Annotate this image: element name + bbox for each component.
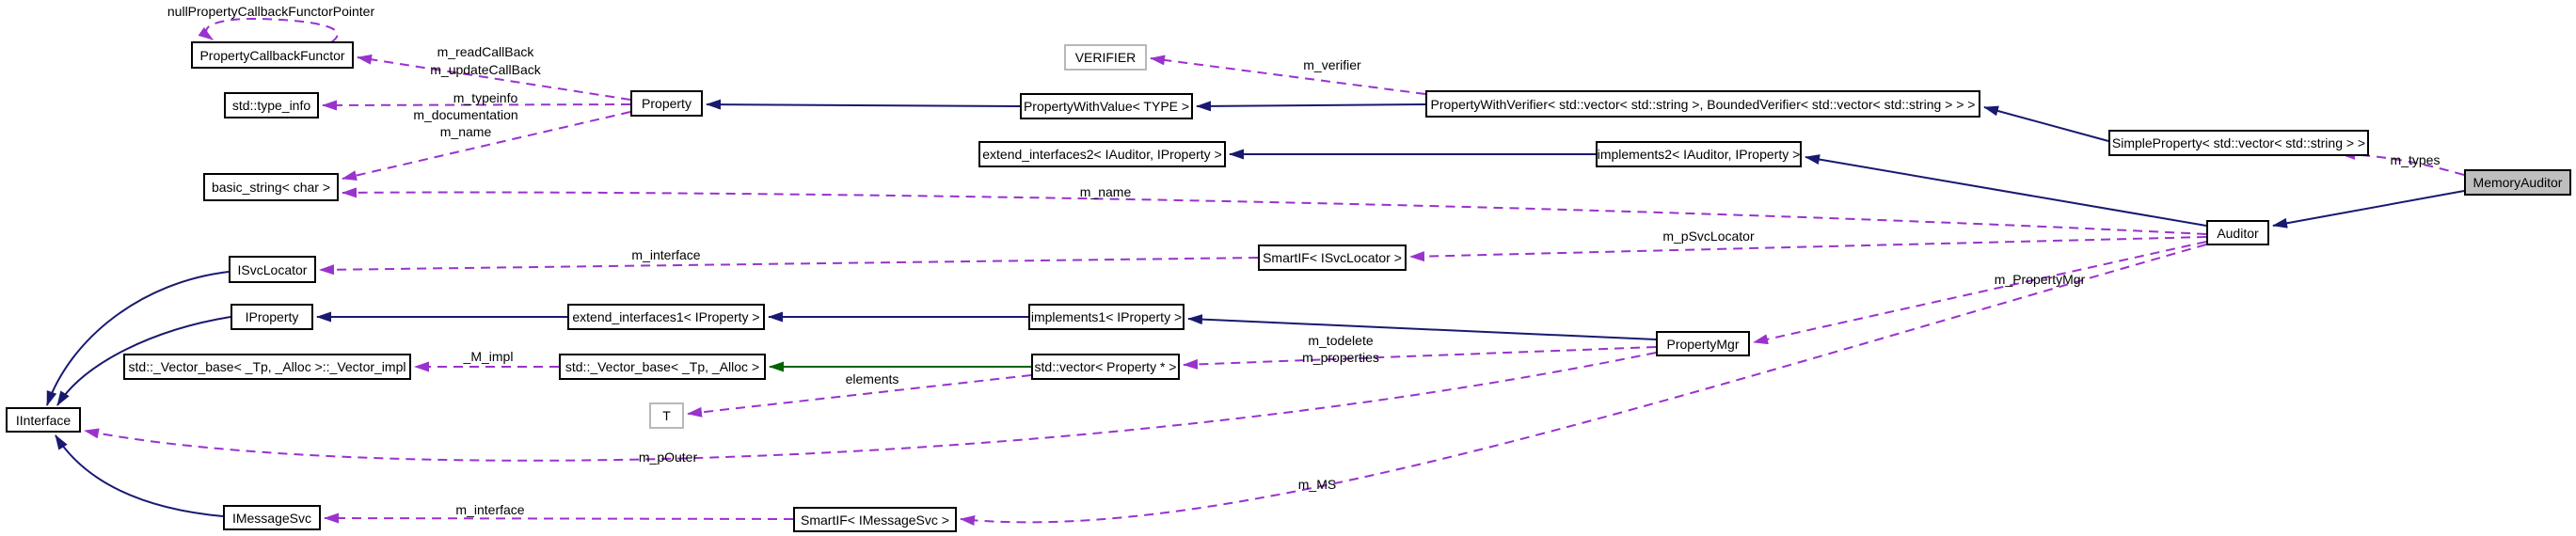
node-extend-interfaces2[interactable]: extend_interfaces2< IAuditor, IProperty … [978,141,1226,167]
edge-label-m-impl: _M_impl [463,349,514,364]
edge-auditor-to-smartif-isvclocator [1409,236,2207,262]
edge-propertywithverifier-to-verifier [1150,55,1426,95]
node-std-vector-property[interactable]: std::vector< Property * > [1031,354,1180,380]
edge-label-m-interface-isvclocator: m_interface [631,247,701,262]
edge-label-m-todelete: m_todelete [1308,333,1374,348]
edge-callbackfunctor-self-loop [198,17,339,43]
node-extend-interfaces1[interactable]: extend_interfaces1< IProperty > [567,304,765,330]
edge-propertywithvalue-to-property [706,99,1021,110]
edge-label-m-propertymgr: m_PropertyMgr [1994,272,2086,287]
edge-auditor-to-basicstring [342,187,2207,235]
edge-label-m-verifier: m_verifier [1303,57,1361,72]
edge-propertywithverifier-to-propertywithvalue [1196,101,1426,112]
edge-label-m-name-auditor: m_name [1079,184,1132,199]
node-auditor[interactable]: Auditor [2206,220,2269,245]
node-propertymgr[interactable]: PropertyMgr [1656,331,1750,356]
node-propertycallbackfunctor[interactable]: PropertyCallbackFunctor [191,41,354,69]
edge-label-m-interface-imessagesvc: m_interface [455,502,525,517]
edge-label-nullpropertycallbackfunctorpointer: nullPropertyCallbackFunctorPointer [167,4,375,19]
node-propertywithverifier[interactable]: PropertyWithVerifier< std::vector< std::… [1425,90,1980,118]
edge-label-m-readcallback: m_readCallBack [437,44,534,59]
edge-label-m-properties: m_properties [1302,350,1379,365]
edge-label-m-documentation: m_documentation [413,107,518,122]
node-memoryauditor[interactable]: MemoryAuditor [2464,169,2571,196]
node-verifier-template-param: VERIFIER [1064,44,1147,71]
node-std-type-info[interactable]: std::type_info [224,92,319,118]
edge-imessagesvc-to-iinterface [55,434,224,517]
edge-property-to-typeinfo [322,100,631,111]
edge-auditor-to-smartif-imessagesvc [960,244,2207,526]
node-basic-string-char[interactable]: basic_string< char > [203,173,339,201]
node-iproperty[interactable]: IProperty [231,304,313,330]
edge-label-m-psvclocator: m_pSvcLocator [1662,229,1755,244]
edge-propertymgr-to-stdvector [1183,346,1657,370]
edge-auditor-to-propertymgr [1753,241,2207,345]
edge-label-m-updatecallback: m_updateCallBack [430,62,541,77]
edge-simpleproperty-to-propertywithverifier [1983,105,2109,142]
edge-smartif-imessagesvc-to-imessagesvc [324,512,794,524]
node-t-template-param: T [649,402,684,429]
edge-label-m-typeinfo: m_typeinfo [453,90,518,105]
edge-propertymgr-to-iinterface [84,352,1657,462]
edge-iproperty-to-iinterface [56,316,231,406]
edge-label-m-pouter: m_pOuter [638,449,698,465]
node-implements1[interactable]: implements1< IProperty > [1028,304,1185,330]
edge-label-m-ms: m_MS [1297,477,1337,492]
node-propertywithvalue[interactable]: PropertyWithValue< TYPE > [1020,93,1193,119]
node-iinterface[interactable]: IInterface [6,407,81,433]
node-imessagesvc[interactable]: IMessageSvc [223,505,321,530]
edge-label-m-types: m_types [2390,152,2441,167]
edge-property-to-callbackfunctor [357,54,631,101]
edge-smartif-isvclocator-to-isvclocator [319,257,1259,276]
edge-stdvector-to-t [687,374,1032,418]
node-isvclocator[interactable]: ISvcLocator [229,256,316,283]
node-smartif-isvclocator[interactable]: SmartIF< ISvcLocator > [1258,244,1407,271]
edge-auditor-to-implements2 [1805,154,2207,227]
edge-propertymgr-to-implements1 [1187,314,1657,340]
edge-memoryauditor-to-auditor [2272,190,2465,229]
node-smartif-imessagesvc[interactable]: SmartIF< IMessageSvc > [793,507,957,532]
node-implements2[interactable]: implements2< IAuditor, IProperty > [1596,141,1802,167]
edge-label-elements: elements [845,371,899,386]
edge-label-m-name-property: m_name [439,124,492,139]
edge-property-to-basicstring [342,111,631,181]
node-vector-base[interactable]: std::_Vector_base< _Tp, _Alloc > [559,354,766,380]
node-vector-impl[interactable]: std::_Vector_base< _Tp, _Alloc >::_Vecto… [123,354,411,380]
node-simpleproperty[interactable]: SimpleProperty< std::vector< std::string… [2108,130,2369,156]
node-property[interactable]: Property [630,90,703,117]
edge-isvclocator-to-iinterface [46,271,230,406]
